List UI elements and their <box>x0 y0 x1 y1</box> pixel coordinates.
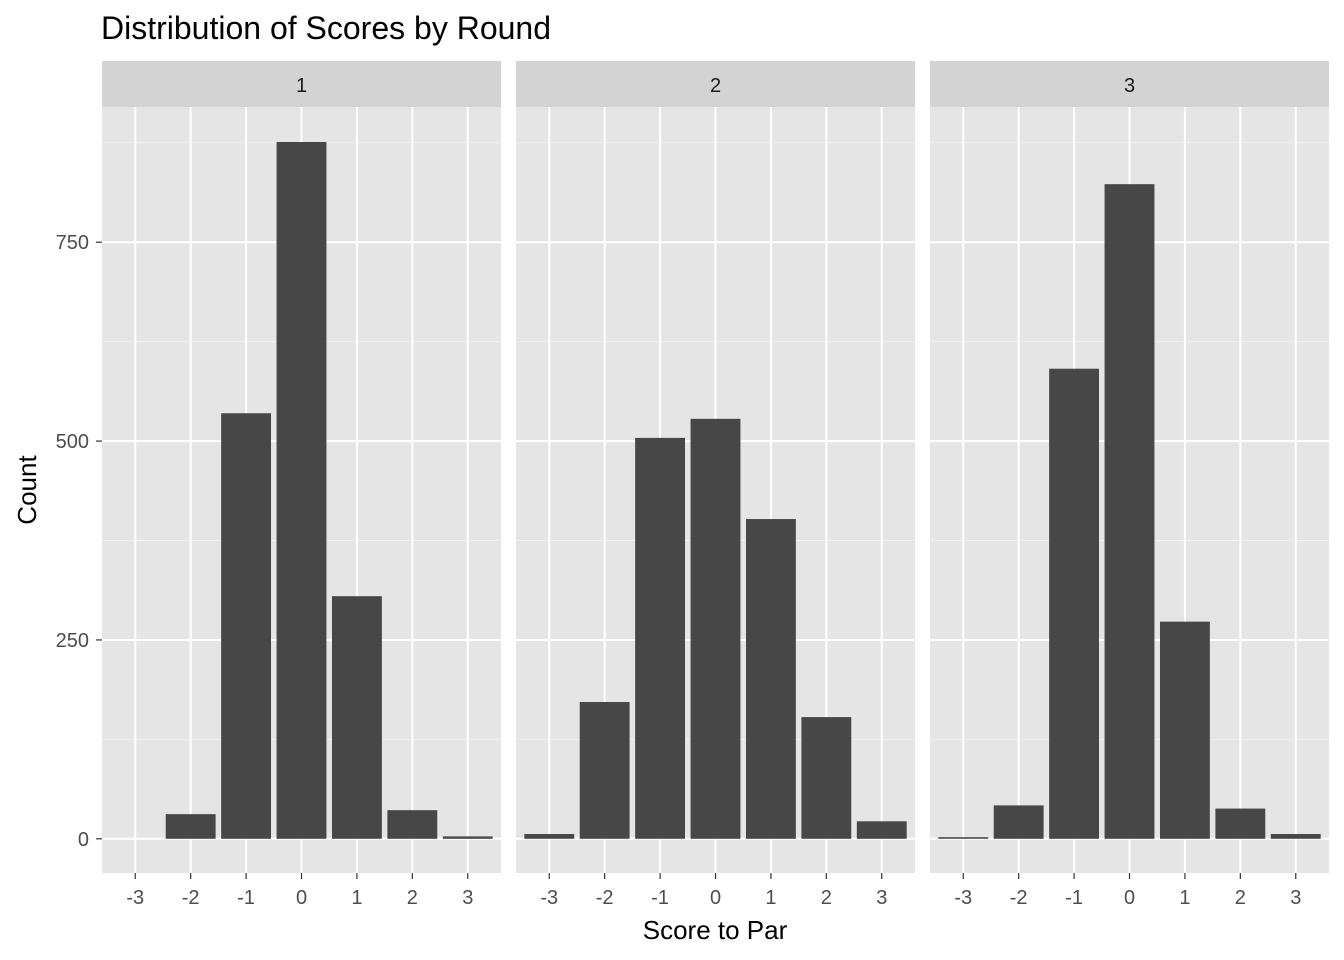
x-tick-label: -2 <box>182 887 200 909</box>
bar <box>221 413 272 839</box>
bar <box>1049 368 1100 839</box>
bar <box>524 834 575 839</box>
facet-panel-3: 3 -3 -2 -1 0 1 2 3 <box>930 61 1329 909</box>
x-tick-label: -3 <box>540 887 558 909</box>
x-tick-label: 2 <box>821 887 832 909</box>
bar <box>387 810 438 839</box>
x-tick-label: -1 <box>237 887 255 909</box>
x-tick-label: 1 <box>1179 887 1190 909</box>
bar <box>856 821 907 839</box>
bar <box>1270 834 1321 839</box>
facet-strip-label: 2 <box>710 75 721 97</box>
bar <box>745 519 796 839</box>
x-tick-label: 3 <box>1290 887 1301 909</box>
chart-title: Distribution of Scores by Round <box>101 10 551 46</box>
x-axis-title: Score to Par <box>643 915 788 945</box>
y-tick-label: 750 <box>56 232 89 254</box>
bar <box>1104 184 1155 839</box>
facet-strip <box>930 61 1329 107</box>
bar <box>165 814 216 839</box>
facet-panel-2: 2 -3 -2 -1 0 1 2 3 <box>516 61 915 909</box>
facet-strip-label: 1 <box>296 75 307 97</box>
x-tick-label: -2 <box>596 887 614 909</box>
facet-strip <box>516 61 915 107</box>
bar <box>442 836 493 839</box>
x-tick-label: 1 <box>351 887 362 909</box>
bar <box>690 418 741 839</box>
bar <box>801 717 852 839</box>
bar <box>938 837 989 839</box>
x-tick-label: 0 <box>710 887 721 909</box>
facet-strip <box>102 61 501 107</box>
facet-panel-1: 1 -3 -2 -1 0 1 2 3 <box>102 61 501 909</box>
x-tick-label: -1 <box>1065 887 1083 909</box>
x-tick-label: 0 <box>296 887 307 909</box>
x-tick-label: 0 <box>1124 887 1135 909</box>
y-axis-title: Count <box>12 455 42 525</box>
bar <box>331 596 382 839</box>
x-tick-label: 2 <box>407 887 418 909</box>
bar <box>276 141 327 839</box>
bar <box>1215 808 1266 839</box>
bar <box>579 701 630 839</box>
y-axis: 0 250 500 750 <box>56 232 102 851</box>
x-tick-label: -2 <box>1010 887 1028 909</box>
bar <box>1159 621 1210 839</box>
x-tick-label: 1 <box>765 887 776 909</box>
facet-strip-label: 3 <box>1124 75 1135 97</box>
x-tick-label: 2 <box>1235 887 1246 909</box>
y-tick-label: 250 <box>56 630 89 652</box>
x-tick-label: -1 <box>651 887 669 909</box>
x-tick-label: 3 <box>876 887 887 909</box>
bar <box>635 437 686 839</box>
x-tick-label: 3 <box>462 887 473 909</box>
y-tick-label: 0 <box>78 829 89 851</box>
y-tick-label: 500 <box>56 431 89 453</box>
x-tick-label: -3 <box>954 887 972 909</box>
panels: 1 -3 -2 -1 0 1 2 3 2 -3 -2 -1 0 1 2 3 3 -3 -2 -1 0 1 2 3 <box>102 61 1329 909</box>
bar <box>993 805 1044 839</box>
x-tick-label: -3 <box>126 887 144 909</box>
